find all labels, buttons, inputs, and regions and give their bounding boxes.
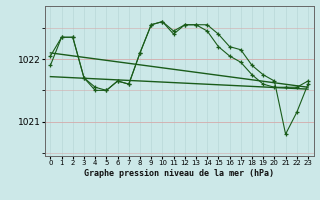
X-axis label: Graphe pression niveau de la mer (hPa): Graphe pression niveau de la mer (hPa) xyxy=(84,169,274,178)
